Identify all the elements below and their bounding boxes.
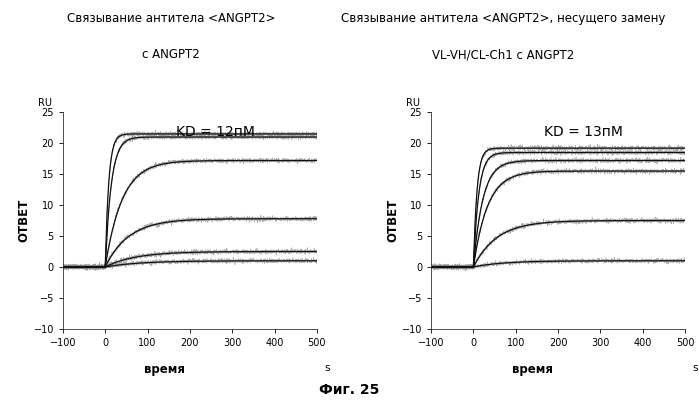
Text: время: время bbox=[512, 363, 553, 377]
Text: Связывание антитела <ANGPT2>, несущего замену: Связывание антитела <ANGPT2>, несущего з… bbox=[341, 12, 665, 25]
Text: s: s bbox=[693, 363, 698, 373]
Text: с ANGPT2: с ANGPT2 bbox=[143, 48, 200, 61]
Text: s: s bbox=[324, 363, 330, 373]
Text: KD = 13пМ: KD = 13пМ bbox=[544, 125, 623, 139]
Y-axis label: ОТВЕТ: ОТВЕТ bbox=[17, 199, 31, 242]
Text: RU: RU bbox=[38, 98, 52, 108]
Text: RU: RU bbox=[405, 98, 419, 108]
Y-axis label: ОТВЕТ: ОТВЕТ bbox=[386, 199, 399, 242]
Text: время: время bbox=[144, 363, 185, 377]
Text: KD = 12пМ: KD = 12пМ bbox=[176, 125, 254, 139]
Text: Фиг. 25: Фиг. 25 bbox=[319, 383, 380, 397]
Text: VL-VH/CL-Ch1 с ANGPT2: VL-VH/CL-Ch1 с ANGPT2 bbox=[432, 48, 575, 61]
Text: Связывание антитела <ANGPT2>: Связывание антитела <ANGPT2> bbox=[67, 12, 275, 25]
